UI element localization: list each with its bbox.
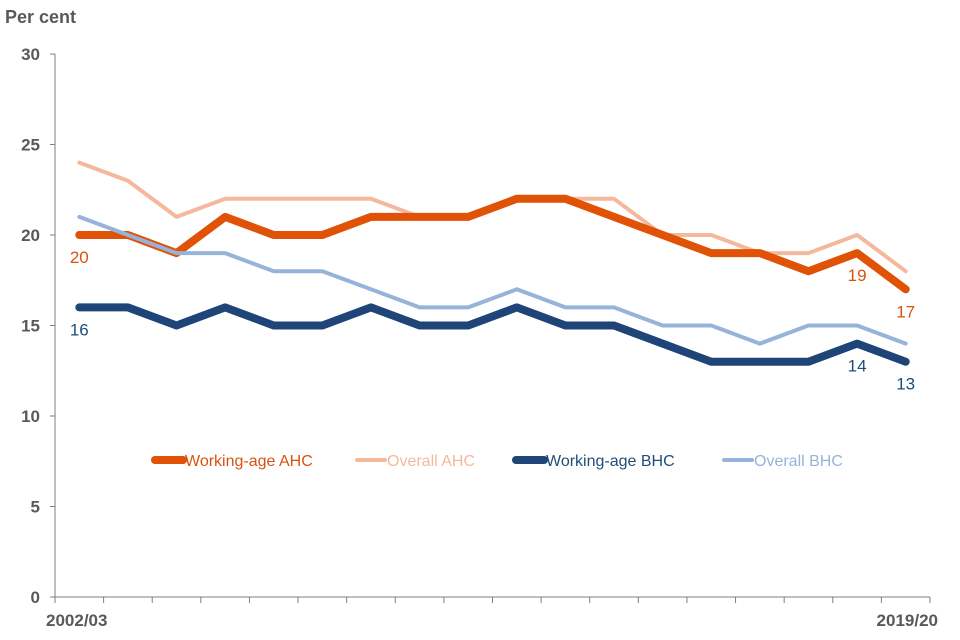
- y-tick-label: 5: [31, 498, 40, 517]
- legend-label: Overall BHC: [754, 453, 843, 470]
- legend-label: Working-age BHC: [546, 453, 675, 470]
- data-label: 16: [70, 320, 89, 339]
- data-label: 19: [848, 266, 867, 285]
- y-tick-label: 30: [21, 45, 40, 64]
- legend-label: Working-age AHC: [185, 453, 313, 470]
- x-tick-label: 2019/20: [877, 611, 938, 630]
- y-tick-label: 15: [21, 317, 40, 336]
- series-line-working-age-bhc: [75, 303, 910, 366]
- x-tick-label: 2002/03: [46, 611, 107, 630]
- legend-item: Working-age AHC: [151, 453, 313, 470]
- y-tick-label: 10: [21, 407, 40, 426]
- y-axis-label: Per cent: [5, 7, 76, 27]
- data-label: 17: [896, 302, 915, 321]
- series-line-overall-bhc: [77, 214, 908, 346]
- data-label: 14: [848, 357, 867, 376]
- data-label: 13: [896, 375, 915, 394]
- legend-item: Overall AHC: [355, 453, 475, 470]
- legend-item: Overall BHC: [722, 453, 843, 470]
- data-label: 20: [70, 248, 89, 267]
- y-tick-label: 20: [21, 226, 40, 245]
- series-line-working-age-ahc: [75, 194, 910, 294]
- y-tick-label: 25: [21, 136, 40, 155]
- y-tick-label: 0: [31, 588, 40, 607]
- legend-label: Overall AHC: [387, 453, 475, 470]
- legend-item: Working-age BHC: [512, 453, 675, 470]
